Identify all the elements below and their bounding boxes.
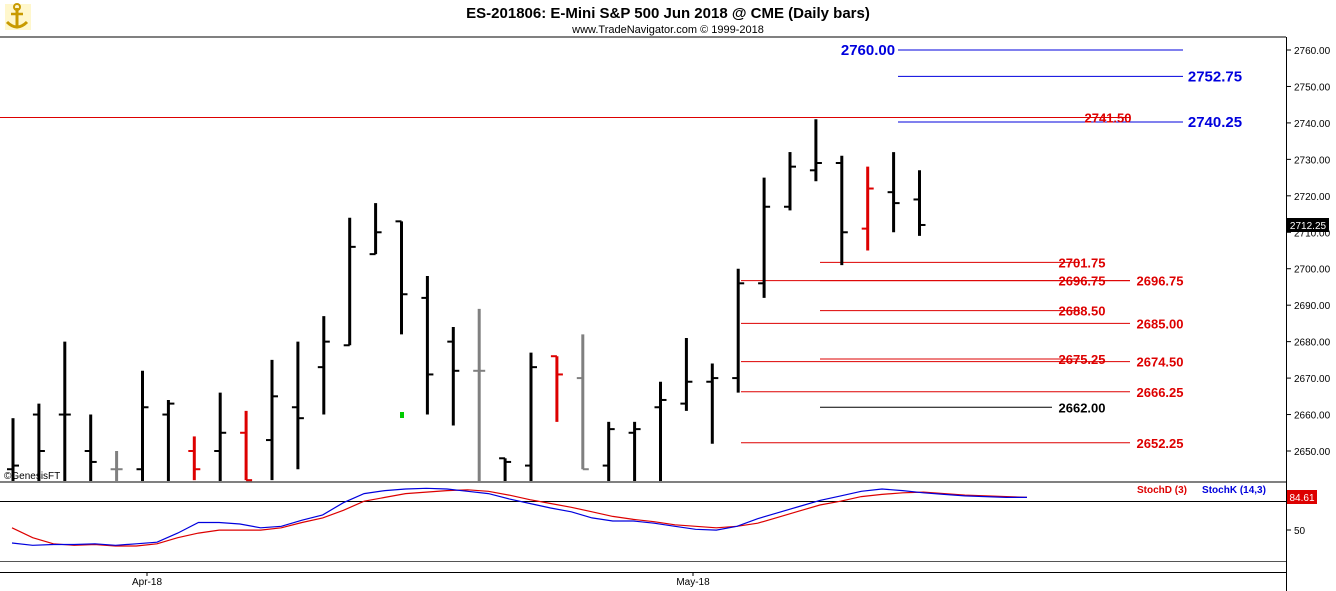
stochd-line xyxy=(11,489,1028,547)
price-panel-frame xyxy=(0,36,1287,591)
stochk-line xyxy=(11,487,1027,546)
ohlc-bar xyxy=(680,337,693,411)
ohlc-bar xyxy=(628,421,641,481)
ohlc-bar xyxy=(343,217,356,347)
price-tick-label: 2740.00 xyxy=(1294,119,1331,130)
ohlc-bar xyxy=(317,316,330,415)
red-level-label: 2674.50 xyxy=(1137,355,1184,370)
price-tick-label: 2670.00 xyxy=(1294,374,1331,385)
price-tick-label: 2710.00 xyxy=(1294,228,1331,239)
x-axis: Apr-18 May-18 xyxy=(132,572,710,588)
ohlc-bar xyxy=(110,451,123,481)
ohlc-bar xyxy=(525,352,537,481)
red-level-label: 2701.75 xyxy=(1059,255,1106,270)
price-y-axis: 2650.00 2660.00 2670.00 2680.00 2690.00 2700.… xyxy=(1286,46,1331,458)
x-tick-label: May-18 xyxy=(676,577,710,588)
price-tick-label: 2660.00 xyxy=(1294,411,1331,422)
black-level-label: 2662.00 xyxy=(1059,400,1106,415)
ohlc-bar xyxy=(602,421,615,481)
ohlc-bar xyxy=(809,119,822,182)
ohlc-bars xyxy=(7,119,926,482)
ohlc-bar xyxy=(913,170,926,236)
red-level-label: 2741.50 xyxy=(1085,110,1132,125)
blue-level-label: 2740.25 xyxy=(1188,114,1242,131)
ohlc-bar xyxy=(369,203,382,256)
ohlc-bar xyxy=(654,381,667,481)
ohlc-bar xyxy=(473,308,486,481)
blue-level-label: 2752.75 xyxy=(1188,68,1242,85)
ohlc-bar xyxy=(291,341,304,470)
blue-level-label: 2760.00 xyxy=(841,42,895,59)
price-tick-label: 2720.00 xyxy=(1294,192,1331,203)
ohlc-bar xyxy=(887,152,900,233)
chart-title: ES-201806: E-Mini S&P 500 Jun 2018 @ CME… xyxy=(466,5,870,22)
legend-stochk: StochK (14,3) xyxy=(1202,485,1266,496)
ohlc-bar xyxy=(214,392,227,481)
stochastic-last-label: 84.61 xyxy=(1289,493,1314,504)
signal-marker xyxy=(400,412,404,418)
ohlc-bar xyxy=(162,399,175,481)
ohlc-bar xyxy=(576,334,589,471)
stochastic-tick-label: 50 xyxy=(1294,526,1306,537)
anchor-logo-icon xyxy=(5,3,31,30)
ohlc-bar xyxy=(395,220,408,335)
stochastic-lines xyxy=(11,487,1028,547)
ohlc-bar xyxy=(835,155,848,266)
price-tick-label: 2650.00 xyxy=(1294,447,1331,458)
last-price-label: 2712.25 xyxy=(1290,221,1327,232)
red-level-label: 2652.25 xyxy=(1137,436,1184,451)
red-level-label: 2675.25 xyxy=(1059,352,1106,367)
ohlc-bar xyxy=(861,166,874,251)
stochastic-panel-frame xyxy=(0,501,1286,573)
ohlc-bar xyxy=(550,355,563,422)
red-level-label: 2696.75 xyxy=(1137,274,1184,289)
red-level-label: 2685.00 xyxy=(1137,316,1184,331)
price-tick-label: 2700.00 xyxy=(1294,265,1331,276)
ohlc-bar xyxy=(58,341,71,481)
ohlc-bar xyxy=(188,436,201,481)
price-tick-label: 2760.00 xyxy=(1294,46,1331,57)
chart-subtitle: www.TradeNavigator.com © 1999-2018 xyxy=(571,24,764,36)
red-level-label: 2688.50 xyxy=(1059,304,1106,319)
ohlc-bar xyxy=(706,363,719,444)
last-price-badge: 2712.25 xyxy=(1287,218,1329,232)
price-tick-label: 2680.00 xyxy=(1294,338,1331,349)
ohlc-bar xyxy=(266,359,278,481)
ohlc-bar xyxy=(758,177,771,298)
ohlc-bar xyxy=(784,152,796,211)
price-tick-label: 2690.00 xyxy=(1294,301,1331,312)
ohlc-bar xyxy=(732,268,745,393)
ohlc-bar xyxy=(421,276,434,415)
ohlc-bar xyxy=(499,457,512,481)
x-tick-label: Apr-18 xyxy=(132,577,162,588)
ohlc-bar xyxy=(136,370,149,481)
ohlc-bar xyxy=(240,410,253,482)
legend-stochd: StochD (3) xyxy=(1137,485,1187,496)
ohlc-bar xyxy=(32,403,45,481)
stochastic-y-axis: 50 xyxy=(1286,526,1306,537)
stochastic-last-badge: 84.61 xyxy=(1287,490,1317,504)
red-level-label: 2666.25 xyxy=(1137,385,1184,400)
ohlc-bar xyxy=(84,414,97,481)
level-lines: 2760.00 2752.75 2740.25 2741.50 2701.75 2696.… xyxy=(0,42,1242,451)
watermark: ©GenesisFT xyxy=(4,471,60,482)
price-tick-label: 2730.00 xyxy=(1294,155,1331,166)
price-tick-label: 2750.00 xyxy=(1294,82,1331,93)
ohlc-bar xyxy=(447,327,460,426)
ohlc-bar xyxy=(7,418,19,481)
